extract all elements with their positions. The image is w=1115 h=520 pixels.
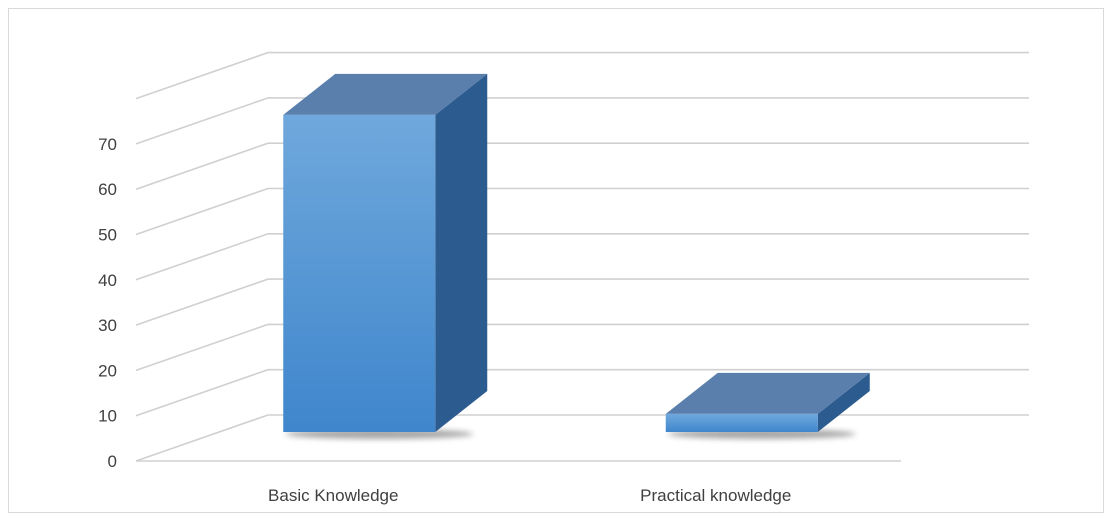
gridline xyxy=(135,368,1029,417)
gridline xyxy=(135,278,1029,326)
gridline xyxy=(135,187,1029,236)
bar-chart-3d: 0 10 20 30 40 50 60 70 Basic Knowledge Practical… xyxy=(98,51,1029,505)
gridline xyxy=(135,233,1029,281)
gridline xyxy=(135,51,1029,100)
gridline xyxy=(135,323,1029,372)
gridlines xyxy=(135,51,1029,462)
x-category-label: Practical knowledge xyxy=(640,486,791,505)
y-tick-label: 70 xyxy=(98,135,117,154)
bar-side xyxy=(817,372,870,432)
y-tick-label: 30 xyxy=(98,316,117,335)
gridline xyxy=(135,142,1029,190)
y-axis: 0 10 20 30 40 50 60 70 xyxy=(98,135,117,471)
gridline xyxy=(135,97,1029,145)
y-tick-label: 20 xyxy=(98,361,117,380)
bar-front xyxy=(665,413,818,432)
x-axis: Basic Knowledge Practical knowledge xyxy=(268,486,791,505)
y-tick-label: 10 xyxy=(98,407,117,426)
y-tick-label: 0 xyxy=(108,452,117,471)
bars xyxy=(283,73,870,439)
bar-front xyxy=(283,114,436,433)
y-tick-label: 50 xyxy=(98,226,117,245)
bar-top xyxy=(283,73,488,115)
bar xyxy=(665,372,870,439)
chart-frame: 0 10 20 30 40 50 60 70 Basic Knowledge Practical… xyxy=(8,8,1104,513)
x-category-label: Basic Knowledge xyxy=(268,486,398,505)
y-tick-label: 60 xyxy=(98,180,117,199)
bar-top xyxy=(665,372,870,414)
gridline xyxy=(135,414,1029,462)
bar xyxy=(283,73,488,439)
y-tick-label: 40 xyxy=(98,271,117,290)
bar-side xyxy=(435,73,488,433)
